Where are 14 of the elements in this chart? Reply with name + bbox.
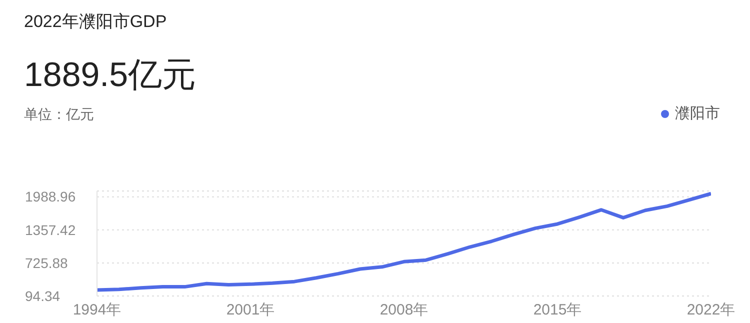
text: 单位：亿元	[24, 106, 94, 124]
legend-label: 濮阳市	[674, 104, 720, 123]
x-tick-label: 2008年	[380, 302, 428, 319]
x-tick-label: 1994年	[72, 302, 122, 319]
y-tick-label: 725.88	[25, 254, 68, 271]
y-tick-label: 1988.96	[25, 188, 76, 205]
x-tick-label: 2001年	[226, 302, 275, 319]
y-tick-label: 94.34	[25, 288, 60, 304]
y-tick-label: 1357.42	[25, 222, 76, 238]
line-series	[97, 192, 711, 292]
x-tick-label: 2015年	[533, 302, 582, 319]
x-tick-label: 2022年	[686, 302, 736, 319]
chart-title: 2022年濮阳市GDP	[24, 11, 167, 33]
chart-subtitle: 1889.5亿元	[24, 55, 196, 96]
